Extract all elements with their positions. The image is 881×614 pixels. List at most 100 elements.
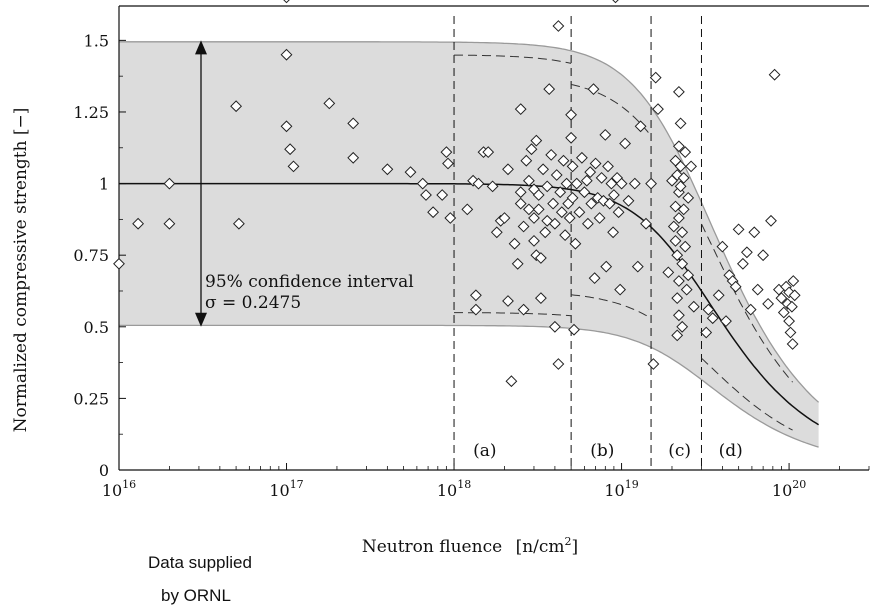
data-point xyxy=(548,217,561,230)
data-point xyxy=(784,326,797,339)
data-point xyxy=(284,143,297,156)
data-point xyxy=(530,134,543,147)
data-point xyxy=(674,180,687,193)
x-tick-label: 1019 xyxy=(604,478,638,500)
data-point xyxy=(584,166,597,179)
data-point xyxy=(671,249,684,262)
mean-fit-line xyxy=(119,182,819,426)
data-point xyxy=(622,194,635,207)
data-point xyxy=(416,177,429,190)
data-point xyxy=(680,283,693,296)
data-point xyxy=(404,166,417,179)
data-point xyxy=(560,177,573,190)
x-axis-label-unit-sup: 2 xyxy=(565,535,572,548)
x-axis-label: Neutron fluence [n/cm2] xyxy=(362,535,578,557)
data-point xyxy=(522,203,535,216)
data-point xyxy=(578,186,591,199)
credit-line-1: Data supplied xyxy=(148,553,252,572)
data-point xyxy=(585,197,598,210)
data-point xyxy=(589,157,602,170)
data-point xyxy=(677,203,690,216)
data-point xyxy=(672,275,685,287)
x-tick-label: 1016 xyxy=(102,478,136,500)
data-point xyxy=(740,246,753,259)
y-tick-label: 0.25 xyxy=(73,389,109,408)
data-point xyxy=(600,260,613,273)
region-interval-line xyxy=(701,223,793,383)
data-point xyxy=(543,83,556,96)
data-point xyxy=(554,186,567,199)
data-point xyxy=(775,292,788,305)
data-point xyxy=(652,103,664,116)
data-point xyxy=(676,320,689,333)
data-point xyxy=(482,146,495,159)
y-axis-label: Normalized compressive strength [−] xyxy=(11,108,31,433)
data-point xyxy=(706,312,719,325)
data-point xyxy=(662,266,675,279)
data-point xyxy=(672,309,685,322)
data-point xyxy=(511,257,524,270)
data-point xyxy=(612,0,619,4)
data-point xyxy=(712,289,725,302)
y-tick-label: 1.5 xyxy=(84,31,109,50)
data-point xyxy=(490,226,503,239)
data-point xyxy=(514,186,527,199)
data-point xyxy=(163,177,176,190)
data-point xyxy=(502,163,514,176)
data-point xyxy=(461,203,474,216)
data-point xyxy=(602,160,614,173)
data-point xyxy=(783,286,796,299)
data-point xyxy=(676,257,689,270)
data-point xyxy=(736,257,749,270)
data-point xyxy=(548,320,561,333)
interval-arrow-head-up xyxy=(195,40,207,55)
data-point xyxy=(720,315,732,328)
data-point xyxy=(732,223,745,236)
data-point xyxy=(677,171,690,184)
plot-layer: 0 0.25 0.5 0.75 1 1.25 1.5 1016 1017 1018 1019 1020… xyxy=(73,0,870,500)
data-point xyxy=(280,120,293,133)
data-point xyxy=(545,148,558,161)
data-point xyxy=(550,169,563,181)
data-point xyxy=(467,174,480,187)
x-tick-label: 1020 xyxy=(772,478,806,500)
data-point xyxy=(687,300,700,313)
data-point xyxy=(514,103,527,116)
data-point xyxy=(568,323,580,336)
x-axis-label-main: Neutron fluence xyxy=(362,537,502,557)
data-point xyxy=(525,143,538,156)
data-point xyxy=(672,140,685,153)
data-point xyxy=(682,191,695,204)
data-point xyxy=(674,160,687,173)
data-point xyxy=(132,217,145,230)
data-point xyxy=(649,71,662,84)
data-point xyxy=(565,131,578,144)
data-point xyxy=(532,189,545,201)
data-point xyxy=(442,157,454,170)
data-point xyxy=(570,177,583,190)
y-tick-label: 1 xyxy=(99,175,109,194)
data-point xyxy=(593,212,606,224)
data-point xyxy=(163,217,176,230)
x-tick-label: 1018 xyxy=(437,478,471,500)
data-point xyxy=(580,174,593,187)
y-tick-label: 0.5 xyxy=(84,318,109,337)
data-point xyxy=(748,226,761,239)
data-point xyxy=(537,163,550,176)
data-point xyxy=(528,212,540,224)
x-axis-label-unit-end: ] xyxy=(572,537,579,557)
data-point xyxy=(559,229,572,242)
data-point xyxy=(283,0,290,4)
data-point xyxy=(539,226,552,239)
data-point xyxy=(444,212,457,224)
data-point xyxy=(700,326,713,339)
data-point xyxy=(517,220,530,233)
confidence-band-lower-edge xyxy=(119,324,819,448)
data-point xyxy=(744,303,757,316)
data-point xyxy=(528,234,540,247)
x-axis-label-unit: [n/cm xyxy=(516,537,565,557)
y-tick-label: 0.75 xyxy=(73,246,109,265)
data-point xyxy=(607,189,620,201)
data-point xyxy=(581,217,594,230)
data-point xyxy=(757,249,770,262)
